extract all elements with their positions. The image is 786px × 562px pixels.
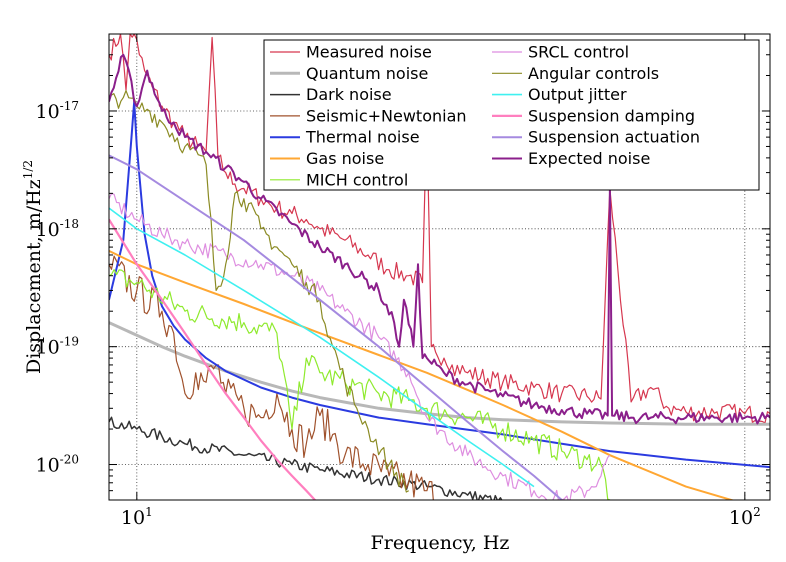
x-tick-label-exponent: 1 (145, 505, 153, 519)
x-tick-label: 102 (729, 505, 761, 529)
series-line-suspension-actuation (109, 154, 563, 500)
y-tick-label-base: 10 (35, 337, 59, 359)
legend-label: Gas noise (306, 149, 384, 168)
series-line-dark-noise (109, 416, 503, 500)
y-tick-label-base: 10 (35, 101, 59, 123)
y-tick-label: 10-18 (35, 217, 79, 241)
y-tick-label: 10-20 (35, 453, 79, 477)
series-line-angular-controls (109, 90, 409, 493)
y-tick-label-exponent: -17 (60, 99, 79, 113)
y-axis-label: Displacement, m/Hz1/2 (21, 160, 45, 374)
series-group (109, 34, 770, 500)
y-tick-label-exponent: -19 (60, 335, 79, 349)
x-tick-label-exponent: 2 (753, 505, 761, 519)
legend-label: Expected noise (528, 149, 650, 168)
legend-label: SRCL control (528, 43, 629, 62)
series-line-output-jitter (109, 207, 535, 488)
y-tick-label-base: 10 (35, 455, 59, 477)
legend-label: Measured noise (306, 43, 432, 62)
x-tick-label-base: 10 (121, 507, 145, 529)
legend-label: Suspension actuation (528, 128, 700, 147)
legend-label: Dark noise (306, 85, 392, 104)
y-tick-label: 10-19 (35, 335, 79, 359)
legend-label: Suspension damping (528, 106, 695, 125)
legend-label: Quantum noise (306, 64, 428, 83)
series-line-expected-noise (109, 53, 770, 425)
series-line-measured-noise (109, 34, 770, 424)
x-tick-label-base: 10 (729, 507, 753, 529)
y-tick-label-base: 10 (35, 219, 59, 241)
series-line-quantum-noise (109, 321, 770, 426)
plot-frame (108, 33, 771, 501)
legend-label: Seismic+Newtonian (306, 106, 467, 125)
legend-label: Thermal noise (305, 128, 420, 147)
legend-label: MICH control (306, 170, 408, 189)
legend-label: Output jitter (528, 85, 627, 104)
y-axis-label-text: Displacement, m/Hz (23, 179, 45, 374)
x-axis-label: Frequency, Hz (371, 532, 510, 554)
y-tick-label: 10-17 (35, 99, 79, 123)
y-tick-label-exponent: -20 (60, 453, 79, 467)
legend-label: Angular controls (528, 64, 659, 83)
legend: Measured noise Quantum noise Dark noise Sei… (263, 39, 760, 191)
x-tick-label: 101 (121, 505, 153, 529)
y-tick-label-exponent: -18 (60, 217, 79, 231)
series-line-suspension-damping (109, 218, 317, 500)
y-axis-label-exponent: 1/2 (21, 160, 35, 179)
series-line-mich-control (109, 269, 611, 500)
